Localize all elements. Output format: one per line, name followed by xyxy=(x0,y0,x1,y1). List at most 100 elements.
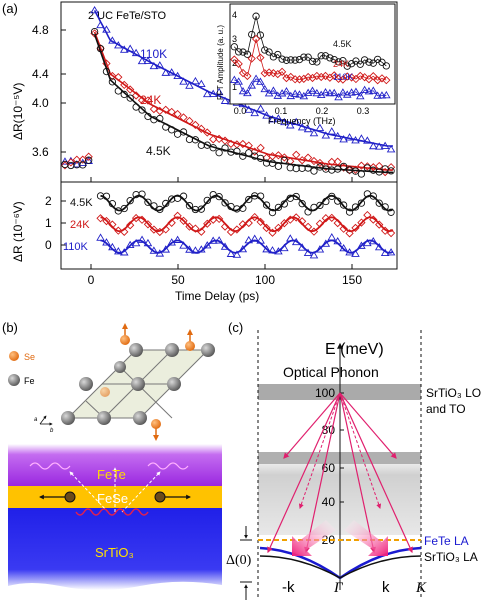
osc-data-point xyxy=(232,250,242,258)
ytick-top-36: 3.6 xyxy=(32,145,49,159)
data-point xyxy=(309,128,319,137)
data-point xyxy=(256,104,265,112)
data-point xyxy=(137,56,147,65)
osc-data-point xyxy=(351,203,360,211)
optical-phonon-label: Optical Phonon xyxy=(283,364,379,380)
fft-point xyxy=(321,71,330,81)
axis-b-label: b xyxy=(50,428,54,434)
x-ticks: 0 50 100 150 xyxy=(88,273,363,287)
fete-la-label: FeTe LA xyxy=(424,534,469,548)
fft-point xyxy=(312,88,322,97)
xtick-50: 50 xyxy=(171,273,185,287)
fft-point xyxy=(251,74,261,82)
osc-data-point xyxy=(387,208,395,216)
osc-data-point xyxy=(274,203,283,212)
xtick-150: 150 xyxy=(342,273,362,287)
osc-data-point xyxy=(250,234,259,242)
big-arrow-left xyxy=(292,520,336,556)
fft-point xyxy=(278,55,286,63)
fft-point xyxy=(265,48,273,56)
data-point xyxy=(327,157,336,167)
fe-atom xyxy=(133,411,147,425)
temp-label-bottom-110k: 110K xyxy=(63,241,89,253)
data-point xyxy=(238,139,247,149)
data-point xyxy=(233,147,241,155)
fft-point xyxy=(260,69,269,78)
data-point xyxy=(221,144,229,152)
fft-point xyxy=(269,86,278,94)
fft-point xyxy=(243,50,252,58)
panel-c: (c) E (meV) Optical Phonon 20 40 60 80 1… xyxy=(226,320,481,600)
ytick-bottom-1: 1 xyxy=(45,216,52,230)
osc-data-point xyxy=(245,195,253,204)
data-point xyxy=(120,80,129,90)
osc-data-point xyxy=(339,201,348,209)
fit-line xyxy=(93,34,393,174)
data-point xyxy=(73,161,81,169)
fft-point xyxy=(360,73,369,82)
data-point xyxy=(90,29,99,38)
osc-data-point xyxy=(309,250,319,259)
fe-atoms xyxy=(61,343,215,425)
inset-xtick-1: 0.1 xyxy=(275,106,288,116)
osc-data-point xyxy=(339,224,348,233)
top-ylabel: ΔR(10⁻⁵V) xyxy=(11,83,25,140)
osc-data-point xyxy=(220,242,230,250)
inset-ytick-3: 3 xyxy=(232,34,237,44)
fft-point xyxy=(247,54,256,63)
fft-point xyxy=(330,55,338,64)
osc-data-point xyxy=(185,202,194,210)
fft-line xyxy=(234,78,387,98)
osc-data-point xyxy=(226,249,236,257)
panel-a: (a) 2 UC FeTe/STO ΔR(10⁻⁵V) ΔR (10⁻⁶V) T… xyxy=(2,1,398,303)
fft-point xyxy=(248,30,256,39)
fft-point xyxy=(282,73,291,83)
fft-point xyxy=(382,62,390,70)
osc-data-point xyxy=(280,219,289,228)
xtick-100: 100 xyxy=(255,273,275,287)
fft-point xyxy=(338,88,348,96)
fft-point xyxy=(339,57,347,65)
bottom-ylabel: ΔR (10⁻⁶V) xyxy=(11,201,25,262)
osc-series-4-5k xyxy=(96,190,395,217)
top-series-group xyxy=(60,5,396,178)
fft-inset: FFT Amplitude (a. u.) Frequency (THz) 1 … xyxy=(216,3,396,126)
osc-data-point xyxy=(120,204,128,213)
osc-data-point xyxy=(381,226,390,235)
fft-point xyxy=(256,77,265,85)
temp-label-top-24k: 24K xyxy=(140,93,161,107)
k-label-minus: -k xyxy=(282,579,295,596)
data-point xyxy=(209,135,218,144)
delta-label: Δ(0) xyxy=(226,553,252,568)
data-point xyxy=(90,5,99,14)
fft-point xyxy=(251,34,261,44)
fft-point xyxy=(238,68,248,78)
osc-data-point xyxy=(143,220,153,229)
fe-atom xyxy=(79,377,93,391)
k-label-gamma: Γ xyxy=(333,580,344,596)
osc-fit-line xyxy=(100,239,394,254)
electron-right xyxy=(154,491,166,503)
data-point xyxy=(131,48,141,57)
fft-point xyxy=(382,90,391,99)
data-point xyxy=(60,161,70,170)
osc-data-point xyxy=(197,205,205,213)
fft-point xyxy=(230,75,239,83)
fft-point xyxy=(317,72,326,82)
sto-la-label: SrTiO₃ LA xyxy=(424,550,478,564)
data-point xyxy=(374,142,384,150)
data-point xyxy=(250,108,259,117)
fft-point xyxy=(282,87,291,95)
inset-ytick-4: 4 xyxy=(232,10,237,20)
inset-label-45k: 4.5K xyxy=(333,39,352,49)
fe-atom xyxy=(97,411,111,425)
fft-point xyxy=(355,91,365,100)
fese-layer-label: FeSe xyxy=(97,491,128,506)
phonon-wave-left xyxy=(29,462,71,470)
osc-data-point xyxy=(375,199,383,207)
series-4-5k xyxy=(61,27,395,178)
osc-data-point xyxy=(221,199,229,207)
osc-data-point xyxy=(126,221,135,230)
inset-ylabel: FFT Amplitude (a. u.) xyxy=(216,25,225,100)
osc-data-point xyxy=(173,235,182,243)
